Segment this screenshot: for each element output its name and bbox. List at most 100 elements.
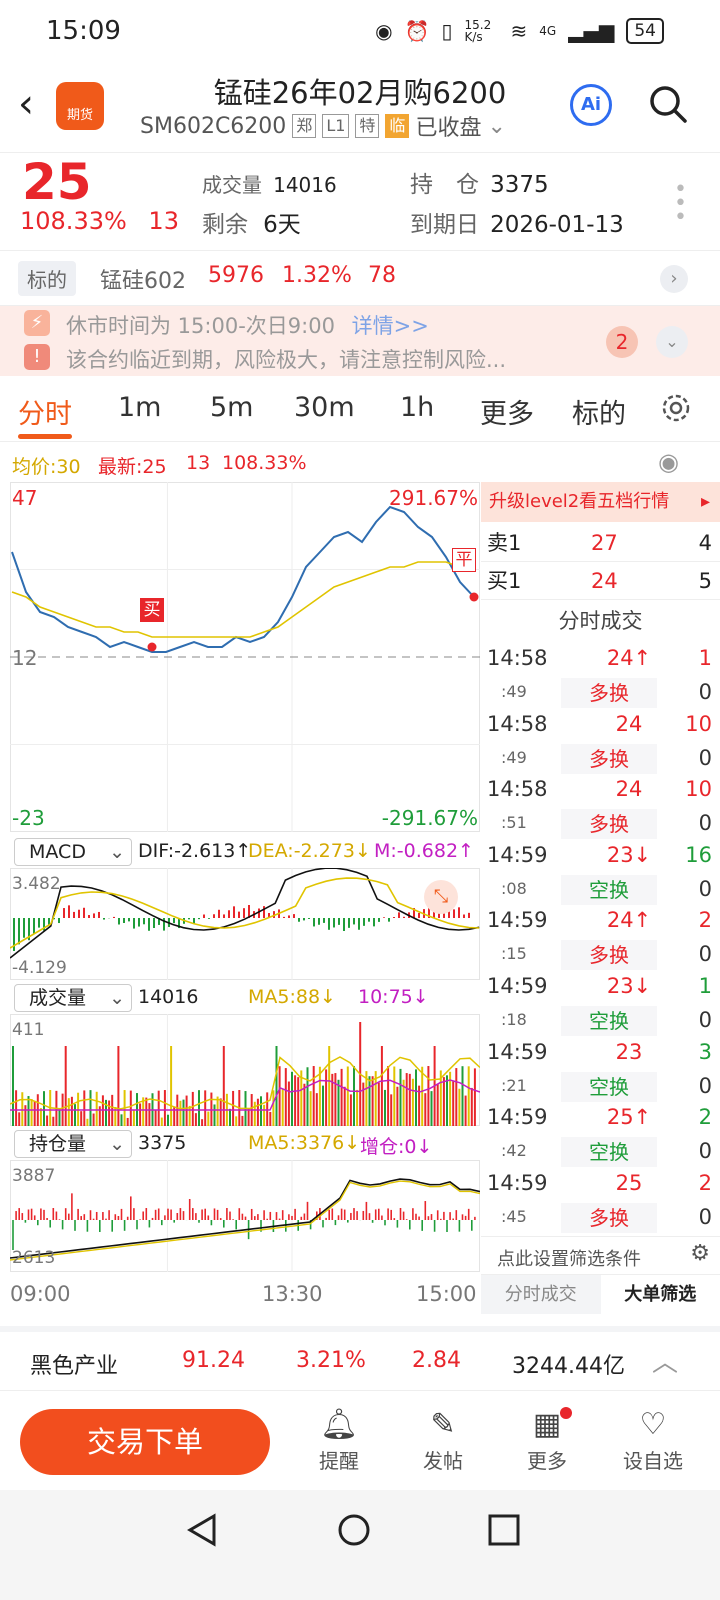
volume-chart-svg [10, 1014, 480, 1126]
nav-back-icon[interactable] [184, 1512, 220, 1548]
eye-icon: ◉ [375, 19, 393, 43]
tick-time: 14:58 [487, 711, 548, 736]
chevron-down-icon[interactable]: ⌄ [487, 113, 506, 139]
volume-header: 成交量 ⌄ 14016 MA5:88↓ 10:75↓ [10, 982, 480, 1014]
latest-price: 最新:25 [98, 456, 167, 478]
tab-30m[interactable]: 30m [294, 392, 355, 423]
underlying-tag: 标的 [18, 261, 76, 296]
sector-value: 91.24 [182, 1348, 245, 1373]
sector-pct: 3.21% [296, 1348, 366, 1373]
tag-special: 特 [355, 114, 380, 138]
battery-icon: 54 [626, 18, 664, 44]
tick-price: 23↓ [606, 974, 652, 998]
oi-header: 持仓量 ⌄ 3375 MA5:3376↓ 增仓:0↓ [10, 1128, 480, 1160]
back-icon[interactable]: ‹ [18, 81, 34, 127]
tab-1h[interactable]: 1h [400, 392, 435, 423]
more-dots-icon[interactable]: • • • [674, 177, 687, 230]
underlying-row[interactable]: 标的 锰硅602 5976 1.32% 78 › [0, 250, 720, 306]
macd-bot-label: -4.129 [12, 958, 67, 978]
remaining-stat: 剩余 6天 [202, 205, 301, 239]
eye-icon[interactable]: ◉ [658, 448, 679, 476]
tab-1m[interactable]: 1m [118, 392, 162, 423]
latest-change: 13 [186, 452, 211, 474]
tick-time: 14:59 [487, 908, 548, 933]
tick-time: 14:59 [487, 974, 548, 998]
chevron-down-icon: ⌄ [109, 1133, 125, 1155]
chevron-right-icon[interactable]: › [660, 265, 688, 293]
remind-button[interactable]: 🔔︎ 提醒 [294, 1405, 384, 1474]
tick-row: 14:58 24 10:51 多换 0 [481, 777, 720, 843]
expand-icon[interactable]: ⤡ [424, 880, 458, 914]
tick-seconds: :45 [501, 1206, 527, 1226]
chart-info-row: 均价:30 最新:25 13 108.33% ◉ [0, 448, 720, 480]
tab-active-indicator [18, 434, 72, 439]
search-icon[interactable] [648, 84, 688, 124]
notice-count-badge[interactable]: 2 [606, 326, 638, 358]
ask-label: 卖1 [487, 531, 522, 555]
last-price-dot [469, 592, 479, 602]
notice-market-hours: 休市时间为 15:00-次日9:00 详情>> [66, 310, 429, 340]
x-label-end: 15:00 [416, 1282, 477, 1306]
tick-volume: 2 [698, 908, 712, 933]
tab-tick-trades[interactable]: 分时成交 [481, 1275, 601, 1314]
sector-bar[interactable]: 黑色产业 91.24 3.21% 2.84 3244.44亿 ︿ [0, 1326, 720, 1390]
triangle-right-icon: ▸ [700, 491, 710, 512]
notice-text: 休市时间为 15:00-次日9:00 [66, 314, 335, 338]
tab-underlying[interactable]: 标的 [572, 399, 626, 430]
volume-stat: 成交量 14016 [202, 169, 337, 198]
macd-header: MACD ⌄ DIF:-2.613↑ DEA:-2.273↓ M:-0.682↑ [10, 836, 480, 868]
add-watchlist-button[interactable]: ♡ 设自选 [608, 1405, 698, 1474]
oi-chart: 3887 2613 [10, 1160, 480, 1272]
x-label-mid: 13:30 [262, 1282, 323, 1306]
chevron-up-icon[interactable]: ︿ [652, 1348, 679, 1378]
sector-amount: 3244.44亿 [512, 1354, 625, 1379]
tab-intraday[interactable]: 分时 [18, 399, 72, 430]
tick-oi-change: 0 [698, 942, 712, 967]
tick-list[interactable]: 分时成交 14:58 24↑ 1:49 多换 0 14:58 24 10:49 多换 0 14:58… [481, 602, 720, 1233]
tick-volume: 10 [685, 777, 712, 802]
tab-big-orders[interactable]: 大单筛选 [600, 1275, 720, 1314]
dea-line [10, 877, 480, 949]
volume-ind-value: 14016 [138, 986, 199, 1008]
tick-volume: 3 [698, 1039, 712, 1064]
tick-row: 14:59 24↑ 2:15 多换 0 [481, 908, 720, 974]
post-button[interactable]: ✎ 发帖 [398, 1405, 488, 1474]
notice-detail-link[interactable]: 详情>> [351, 314, 429, 338]
intraday-chart[interactable]: 47 12 -23 291.67% -291.67% 买 平 [10, 482, 480, 832]
signal-label: 4G [539, 24, 557, 38]
tick-row: 14:59 25 2:45 多换 0 [481, 1171, 720, 1237]
more-label: 更多 [527, 1449, 567, 1473]
avg-series-line [11, 561, 474, 638]
header: ‹ 期货 锰硅26年02月购6200 SM602C6200 郑 L1 特 临 已… [0, 66, 720, 152]
macd-select[interactable]: MACD ⌄ [14, 838, 132, 866]
price-series-line [11, 505, 475, 653]
chart-frame [10, 868, 480, 980]
close-marker: 平 [452, 548, 476, 572]
tick-type: 多换 [561, 678, 657, 708]
tick-type: 空换 [561, 1137, 657, 1168]
status-time: 15:09 [46, 16, 121, 46]
ai-icon[interactable]: Ai [570, 84, 612, 126]
tick-row: 14:59 23↓ 16:08 空换 0 [481, 843, 720, 909]
latest-pct: 108.33% [222, 452, 307, 474]
level2-promo[interactable]: 升级level2看五档行情 ▸ [481, 482, 720, 522]
chevron-down-icon[interactable]: ⌄ [656, 326, 688, 358]
market-state[interactable]: 已收盘 [415, 116, 482, 141]
tab-5m[interactable]: 5m [210, 392, 254, 423]
tick-volume: 2 [698, 1105, 712, 1130]
nav-home-icon[interactable] [336, 1512, 372, 1548]
volume-select[interactable]: 成交量 ⌄ [14, 984, 132, 1012]
oi-select[interactable]: 持仓量 ⌄ [14, 1130, 132, 1158]
nav-recents-icon[interactable] [486, 1512, 522, 1548]
tab-more[interactable]: 更多 [480, 399, 534, 430]
macd-top-label: 3.482 [12, 874, 61, 894]
tick-type: 多换 [561, 809, 657, 840]
trade-order-button[interactable]: 交易下单 [20, 1409, 270, 1475]
more-button[interactable]: ▦ 更多 [502, 1405, 592, 1474]
gear-icon[interactable] [660, 392, 692, 424]
tick-type: 多换 [561, 940, 657, 971]
chart-frame [10, 1160, 480, 1272]
filter-setting-row[interactable]: 点此设置筛选条件 ⚙ [481, 1236, 720, 1274]
futures-logo: 期货 [56, 82, 104, 130]
volume-top-label: 411 [12, 1020, 45, 1040]
